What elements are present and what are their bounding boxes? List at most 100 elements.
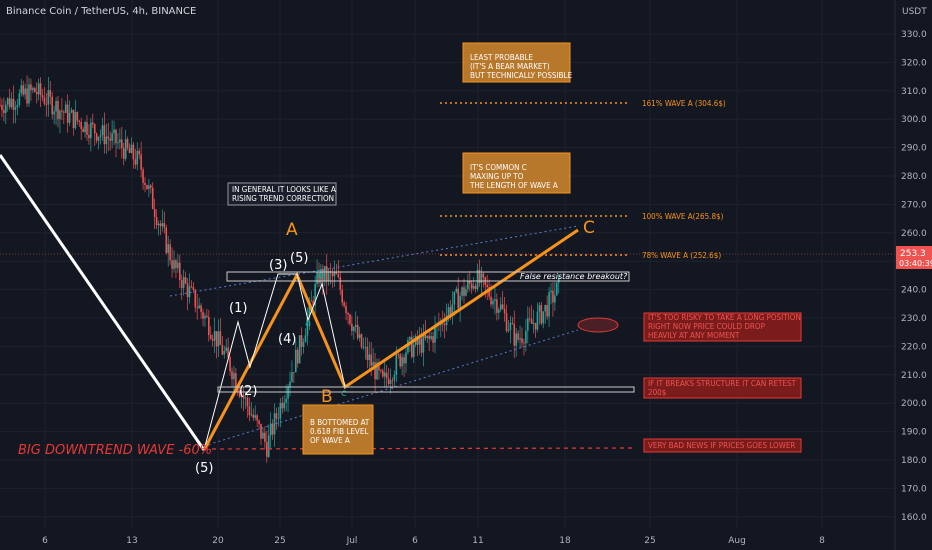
candle-body bbox=[138, 150, 140, 155]
b-bottom-box bbox=[302, 404, 374, 455]
candle-body bbox=[469, 280, 471, 284]
candle-body bbox=[295, 349, 297, 373]
candle-body bbox=[550, 290, 552, 293]
candle-body bbox=[312, 300, 314, 306]
fib-161-label: 161% WAVE A (304.6$) bbox=[642, 99, 726, 108]
candle-body bbox=[262, 432, 264, 439]
candle-body bbox=[530, 319, 533, 324]
candle-body bbox=[496, 299, 498, 313]
candle-body bbox=[130, 144, 133, 153]
candle-body bbox=[318, 272, 320, 283]
candle-body bbox=[24, 88, 26, 95]
time-tick-label: 6 bbox=[412, 536, 418, 546]
candle-body bbox=[61, 110, 63, 112]
candle-body bbox=[453, 291, 456, 305]
sub-wave-a-label: a bbox=[305, 318, 311, 329]
candle-body bbox=[134, 159, 137, 165]
price-tick-label: 180.0 bbox=[901, 456, 927, 466]
time-axis[interactable]: 6 13 20 25 Jul 6 11 18 25 Aug 8 bbox=[42, 536, 825, 546]
price-tick-label: 160.0 bbox=[901, 513, 927, 523]
candle-body bbox=[192, 287, 195, 290]
candle-body bbox=[190, 286, 193, 288]
candle-body bbox=[99, 134, 102, 137]
candle-body bbox=[513, 323, 516, 346]
candle-body bbox=[451, 304, 454, 315]
candle-body bbox=[80, 121, 82, 129]
candle-body bbox=[374, 362, 376, 380]
candle-body bbox=[59, 110, 61, 120]
least-probable-line3: BUT TECHNICALLY POSSIBLE bbox=[470, 71, 573, 80]
candle-body bbox=[35, 91, 38, 95]
candle-body bbox=[393, 374, 396, 381]
candle-body bbox=[209, 335, 212, 339]
candle-body bbox=[237, 387, 239, 392]
price-tick-label: 210.0 bbox=[901, 371, 927, 381]
candle-body bbox=[360, 334, 363, 348]
candle-body bbox=[219, 331, 222, 345]
time-tick-label: 18 bbox=[559, 536, 571, 546]
candle-body bbox=[233, 373, 235, 380]
candle-body bbox=[45, 103, 48, 105]
candle-body bbox=[213, 331, 216, 341]
current-price-badge[interactable] bbox=[896, 246, 932, 269]
sub-wave-b-label: b bbox=[318, 270, 324, 281]
candle-body bbox=[383, 372, 386, 377]
candle-body bbox=[554, 295, 556, 303]
candle-body bbox=[275, 413, 278, 419]
candle-body bbox=[557, 277, 560, 283]
candle-body bbox=[117, 142, 119, 144]
common-c-line3: THE LENGTH OF WAVE A bbox=[469, 181, 558, 190]
candle-body bbox=[169, 244, 171, 261]
candle-body bbox=[273, 413, 276, 435]
candle-body bbox=[310, 300, 313, 302]
candle-body bbox=[90, 122, 92, 139]
price-tick-label: 320.0 bbox=[901, 58, 927, 68]
candle-body bbox=[459, 295, 461, 309]
candle-body bbox=[287, 387, 289, 399]
candle-body bbox=[254, 415, 256, 418]
candle-body bbox=[223, 351, 226, 355]
candle-body bbox=[499, 304, 502, 310]
candle-body bbox=[314, 284, 316, 306]
candle-body bbox=[264, 432, 266, 442]
candle-body bbox=[556, 282, 558, 296]
candle-body bbox=[47, 90, 50, 105]
price-axis[interactable]: 330.0 320.0 310.0 300.0 290.0 280.0 270.0 260.0… bbox=[894, 0, 927, 550]
too-risky-line3: HEAVILY AT ANY MOMENT bbox=[648, 331, 740, 340]
candle-body bbox=[525, 330, 527, 344]
candle-body bbox=[49, 90, 52, 97]
candle-body bbox=[463, 287, 465, 296]
candle-body bbox=[335, 272, 338, 274]
candle-body bbox=[167, 244, 169, 253]
candle-body bbox=[467, 280, 469, 290]
candle-body bbox=[196, 307, 198, 309]
price-tick-label: 200.0 bbox=[901, 399, 927, 409]
candle-body bbox=[163, 223, 166, 228]
candle-body bbox=[293, 372, 295, 374]
candle-body bbox=[103, 125, 106, 145]
candle-body bbox=[8, 98, 11, 108]
price-tick-label: 290.0 bbox=[901, 144, 927, 154]
symbol-title: Binance Coin / TetherUS, 4h, BINANCE bbox=[6, 6, 197, 17]
candle-body bbox=[351, 323, 353, 331]
candle-body bbox=[225, 347, 227, 352]
candle-body bbox=[242, 394, 245, 399]
candle-body bbox=[424, 333, 427, 339]
candle-body bbox=[217, 331, 220, 347]
candle-body bbox=[515, 333, 517, 346]
candle-body bbox=[252, 414, 255, 418]
candle-body bbox=[271, 423, 274, 435]
b-bottom-line1: B BOTTOMED AT bbox=[310, 418, 370, 427]
channel-top-line bbox=[169, 225, 579, 297]
candle-body bbox=[430, 336, 432, 339]
candle-body bbox=[306, 317, 309, 336]
candle-body bbox=[422, 333, 425, 353]
candle-body bbox=[544, 305, 546, 312]
candle-body bbox=[532, 322, 535, 324]
wave-2-label: (2) bbox=[239, 384, 257, 399]
candle-body bbox=[186, 283, 189, 298]
candle-body bbox=[327, 271, 330, 281]
candle-body bbox=[403, 357, 405, 364]
candle-body bbox=[231, 371, 233, 380]
